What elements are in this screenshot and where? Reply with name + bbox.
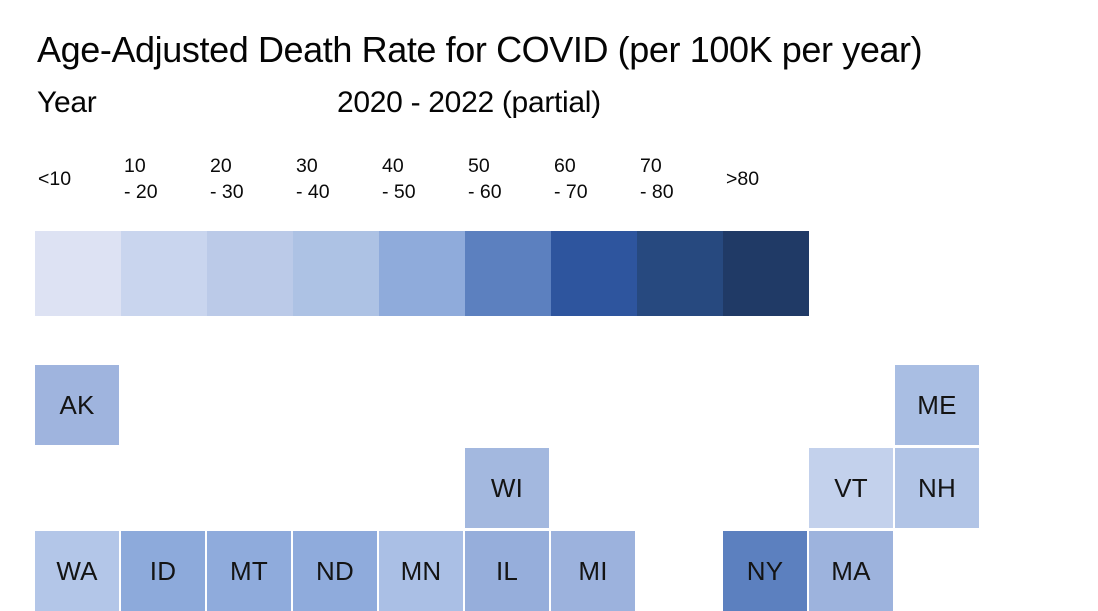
state-tile-il[interactable]: IL xyxy=(465,531,549,611)
state-tile-label: MI xyxy=(578,555,608,586)
year-value: 2020 - 2022 (partial) xyxy=(337,86,601,119)
legend-bin-label: 30 - 40 xyxy=(293,150,379,208)
legend-colorbar xyxy=(35,231,809,316)
legend-bin-label-line: - 30 xyxy=(210,181,244,203)
state-tile-vt[interactable]: VT xyxy=(809,448,893,528)
state-tile-label: ND xyxy=(316,555,354,586)
legend-bin-label: 40 - 50 xyxy=(379,150,465,208)
state-tile-id[interactable]: ID xyxy=(121,531,205,611)
state-tile-label: WI xyxy=(490,472,524,503)
state-tile-label: NY xyxy=(746,555,784,586)
legend-swatch xyxy=(379,231,465,316)
state-tile-label: MT xyxy=(230,555,268,586)
legend-bin-label: <10 xyxy=(35,150,121,208)
state-tile-label: ID xyxy=(149,555,177,586)
state-tile-mi[interactable]: MI xyxy=(551,531,635,611)
legend-bin-label: 10 - 20 xyxy=(121,150,207,208)
state-tile-ak[interactable]: AK xyxy=(35,365,119,445)
legend-bin-label-line: 10 xyxy=(124,154,146,177)
state-tile-label: VT xyxy=(834,472,868,503)
state-tile-nh[interactable]: NH xyxy=(895,448,979,528)
legend-bin-label-line: 50 xyxy=(468,154,490,177)
legend-swatch xyxy=(637,231,723,316)
legend-bin-label-line: 70 xyxy=(640,154,662,177)
legend-swatch xyxy=(121,231,207,316)
state-tile-label: MN xyxy=(400,555,442,586)
state-tile-wi[interactable]: WI xyxy=(465,448,549,528)
state-tile-nd[interactable]: ND xyxy=(293,531,377,611)
legend-bin-label-line: 60 xyxy=(554,154,576,177)
state-tile-label: WA xyxy=(56,555,98,586)
legend-bin-label: 50 - 60 xyxy=(465,150,551,208)
legend-bin-label: 60 - 70 xyxy=(551,150,637,208)
page-title: Age-Adjusted Death Rate for COVID (per 1… xyxy=(37,29,923,70)
state-tile-label: IL xyxy=(495,555,519,586)
state-tile-mt[interactable]: MT xyxy=(207,531,291,611)
state-tile-label: AK xyxy=(59,389,95,420)
year-label: Year xyxy=(37,86,97,119)
state-tile-ma[interactable]: MA xyxy=(809,531,893,611)
legend-swatch xyxy=(723,231,809,316)
state-tile-wa[interactable]: WA xyxy=(35,531,119,611)
legend-bin-label-line: - 50 xyxy=(382,181,416,203)
state-tile-label: ME xyxy=(917,389,957,420)
legend-bin-label-line: - 70 xyxy=(554,181,588,203)
legend-swatch xyxy=(465,231,551,316)
state-tile-label: MA xyxy=(831,555,871,586)
legend-bin-label-line: 30 xyxy=(296,154,318,177)
legend-bin-label-line: 40 xyxy=(382,154,404,177)
legend-bin-label-line: - 80 xyxy=(640,181,674,203)
legend-swatch xyxy=(207,231,293,316)
legend-bin-label: >80 xyxy=(723,150,809,208)
legend-bin-label-line: 20 xyxy=(210,154,232,177)
legend-bin-label-line: - 40 xyxy=(296,181,330,203)
state-tile-me[interactable]: ME xyxy=(895,365,979,445)
legend-bin-label-line: <10 xyxy=(38,167,72,190)
legend-bin-label-line: - 20 xyxy=(124,181,158,203)
state-tile-label: NH xyxy=(918,472,956,503)
state-tile-mn[interactable]: MN xyxy=(379,531,463,611)
legend-bin-label: 70 - 80 xyxy=(637,150,723,208)
year-row: Year 2020 - 2022 (partial) xyxy=(37,86,601,119)
legend-swatch xyxy=(35,231,121,316)
legend-bin-label: 20 - 30 xyxy=(207,150,293,208)
legend-bin-label-line: >80 xyxy=(726,167,760,190)
legend-swatch xyxy=(551,231,637,316)
legend-bin-label-line: - 60 xyxy=(468,181,502,203)
legend-swatch xyxy=(293,231,379,316)
state-tile-ny[interactable]: NY xyxy=(723,531,807,611)
legend-labels: <10 10 - 20 20 - 30 30 - 40 40 - 50 50 - 60 60 - 70 7… xyxy=(35,150,809,208)
